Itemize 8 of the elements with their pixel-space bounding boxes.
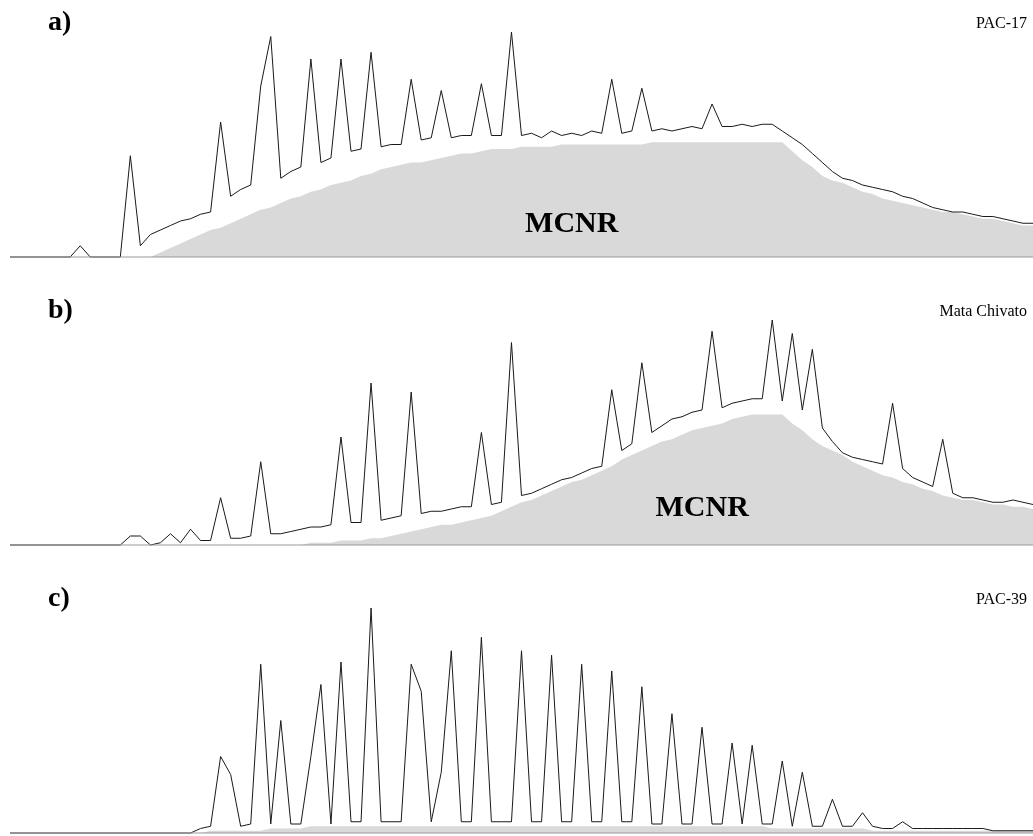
series-label: MCNR: [525, 204, 619, 238]
chart-title: c): [48, 581, 70, 612]
chart-subtitle: PAC-17: [976, 14, 1027, 31]
chart-subtitle: PAC-39: [976, 590, 1027, 607]
series-label: MCNR: [655, 489, 750, 523]
chart-title: b): [48, 293, 73, 324]
chart-title: a): [48, 5, 72, 36]
chart-subtitle: Mata Chivato: [939, 302, 1027, 319]
